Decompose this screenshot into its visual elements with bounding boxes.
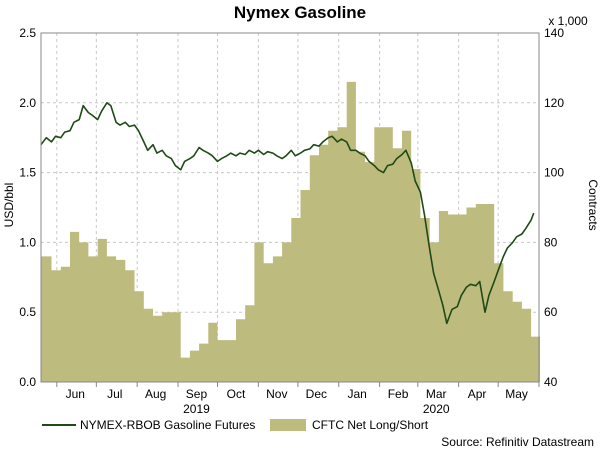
right-tick-label: 40 <box>544 375 558 389</box>
x-month-label: Oct <box>227 387 246 401</box>
left-axis-ticks: 0.0 0.5 1.0 1.5 2.0 2.5 <box>19 26 36 389</box>
right-tick-label: 100 <box>544 166 564 180</box>
rbob-line-layer <box>40 102 535 325</box>
legend: NYMEX-RBOB Gasoline Futures CFTC Net Lon… <box>42 418 429 432</box>
left-tick-label: 2.0 <box>19 96 36 110</box>
cftc-net-area <box>41 81 540 383</box>
legend-rbob-label: NYMEX-RBOB Gasoline Futures <box>80 418 255 432</box>
left-tick-label: 0.5 <box>19 305 36 319</box>
right-tick-label: 60 <box>544 305 558 319</box>
x-axis-ticks: Jun Jul Aug Sep Oct Nov Dec Jan Feb Mar Apr May 2019… <box>56 382 540 416</box>
right-axis-label: Contracts <box>586 179 600 230</box>
left-tick-label: 2.5 <box>19 26 36 40</box>
x-month-label: Sep <box>186 387 208 401</box>
x-year-label: 2019 <box>183 402 210 416</box>
left-tick-label: 0.0 <box>19 375 36 389</box>
x-month-label: Apr <box>468 387 487 401</box>
chart-title: Nymex Gasoline <box>234 3 366 22</box>
right-axis-ticks: 40 60 80 100 120 140 <box>544 26 564 389</box>
left-tick-label: 1.0 <box>19 235 36 249</box>
cftc-area-layer <box>41 81 540 383</box>
right-tick-label: 120 <box>544 96 564 110</box>
x-month-label: Jun <box>66 387 85 401</box>
x-month-label: Feb <box>388 387 409 401</box>
x-month-label: Jan <box>348 387 367 401</box>
right-tick-label: 140 <box>544 26 564 40</box>
right-tick-label: 80 <box>544 235 558 249</box>
source-note: Source: Refinitiv Datastream <box>441 435 594 449</box>
right-axis-unit-note: x 1,000 <box>548 14 588 28</box>
rbob-futures-line <box>40 102 535 325</box>
left-tick-label: 1.5 <box>19 166 36 180</box>
x-month-label: Jul <box>107 387 122 401</box>
x-month-label: May <box>505 387 528 401</box>
x-month-label: Nov <box>266 387 287 401</box>
legend-cftc-label: CFTC Net Long/Short <box>312 418 429 432</box>
legend-area-swatch <box>270 419 306 431</box>
plot-frame <box>40 32 540 383</box>
x-month-label: Dec <box>306 387 327 401</box>
left-axis-label: USD/bbl <box>2 183 16 228</box>
x-year-label: 2020 <box>423 402 450 416</box>
x-month-label: Aug <box>145 387 166 401</box>
x-month-label: Mar <box>426 387 447 401</box>
